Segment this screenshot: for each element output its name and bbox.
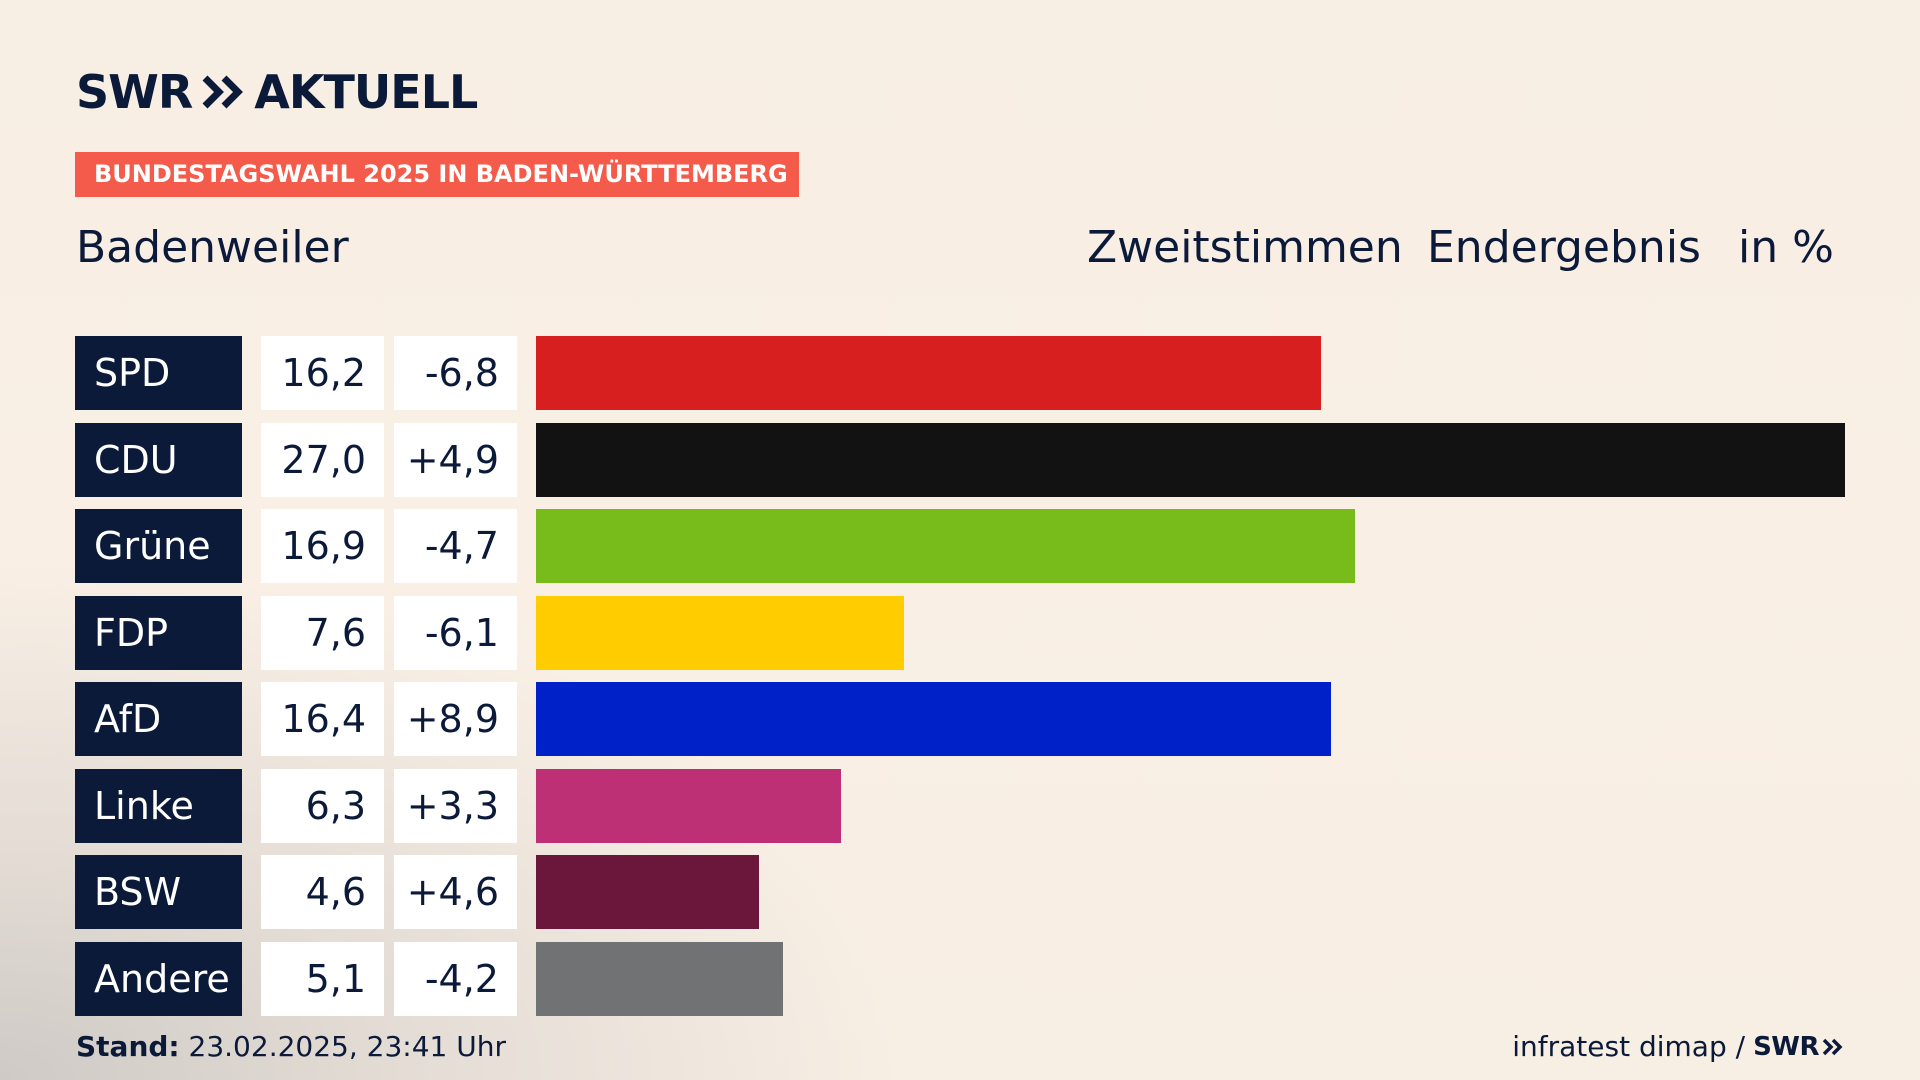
vote-share-value: 4,6 [261, 855, 384, 929]
result-bar [536, 596, 904, 670]
source-text: infratest dimap / [1512, 1030, 1746, 1063]
result-row: BSW 4,6 +4,6 [75, 855, 1845, 929]
party-label: Andere [75, 942, 242, 1016]
change-value: +8,9 [394, 682, 517, 756]
result-row: AfD 16,4 +8,9 [75, 682, 1845, 756]
result-row: FDP 7,6 -6,1 [75, 596, 1845, 670]
change-value: -4,7 [394, 509, 517, 583]
location-title: Badenweiler [76, 222, 349, 273]
result-bar [536, 682, 1331, 756]
logo-aktuell-text: AKTUELL [254, 65, 478, 119]
vote-share-value: 16,4 [261, 682, 384, 756]
result-bar [536, 423, 1845, 497]
double-chevron-icon [202, 75, 244, 109]
election-banner: BUNDESTAGSWAHL 2025 IN BADEN-WÜRTTEMBERG [75, 152, 799, 197]
party-label: AfD [75, 682, 242, 756]
measure-label: Zweitstimmen [1087, 222, 1403, 273]
small-chevron-icon [1822, 1038, 1843, 1056]
party-label: FDP [75, 596, 242, 670]
result-row: Linke 6,3 +3,3 [75, 769, 1845, 843]
logo-swr-text: SWR [76, 65, 193, 119]
vote-share-value: 7,6 [261, 596, 384, 670]
vote-share-value: 16,2 [261, 336, 384, 410]
unit-label: in % [1738, 222, 1834, 273]
change-value: -6,8 [394, 336, 517, 410]
stand-value: 23.02.2025, 23:41 Uhr [188, 1030, 506, 1063]
vote-share-value: 5,1 [261, 942, 384, 1016]
status-label: Endergebnis [1427, 222, 1701, 273]
swr-aktuell-logo: SWR AKTUELL [76, 65, 478, 119]
party-label: BSW [75, 855, 242, 929]
result-row: CDU 27,0 +4,9 [75, 423, 1845, 497]
result-bar [536, 769, 841, 843]
result-bar [536, 942, 783, 1016]
party-label: CDU [75, 423, 242, 497]
vote-share-value: 16,9 [261, 509, 384, 583]
small-logo-text: SWR [1753, 1032, 1819, 1062]
result-bar [536, 855, 759, 929]
change-value: +3,3 [394, 769, 517, 843]
vote-share-value: 27,0 [261, 423, 384, 497]
result-bar [536, 336, 1321, 410]
vote-share-value: 6,3 [261, 769, 384, 843]
source-credit: infratest dimap / SWR [1512, 1030, 1844, 1064]
swr-small-logo: SWR [1753, 1030, 1844, 1064]
change-value: +4,9 [394, 423, 517, 497]
party-label: Grüne [75, 509, 242, 583]
timestamp: Stand: 23.02.2025, 23:41 Uhr [76, 1030, 506, 1064]
change-value: -4,2 [394, 942, 517, 1016]
result-row: Andere 5,1 -4,2 [75, 942, 1845, 1016]
change-value: -6,1 [394, 596, 517, 670]
party-label: Linke [75, 769, 242, 843]
party-label: SPD [75, 336, 242, 410]
result-bar [536, 509, 1355, 583]
stand-label: Stand: [76, 1030, 180, 1063]
result-row: Grüne 16,9 -4,7 [75, 509, 1845, 583]
result-row: SPD 16,2 -6,8 [75, 336, 1845, 410]
change-value: +4,6 [394, 855, 517, 929]
